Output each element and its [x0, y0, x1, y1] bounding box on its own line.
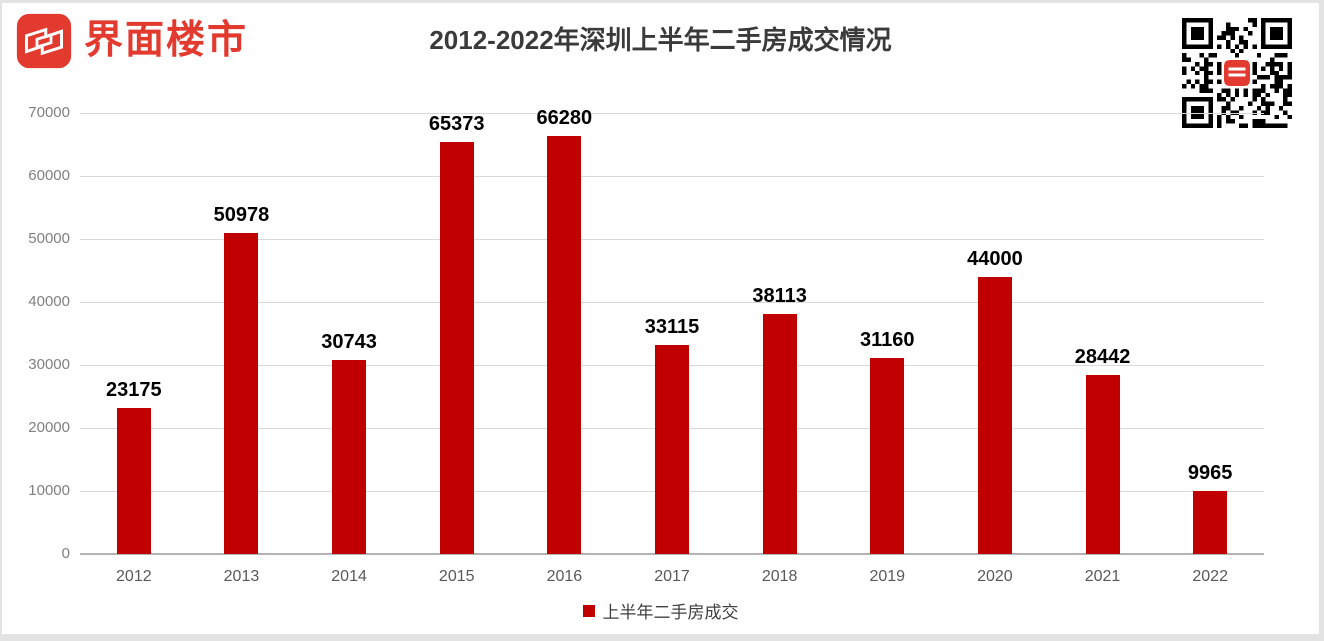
y-tick-label: 0 — [61, 545, 70, 562]
bar-2017 — [655, 345, 689, 554]
bar-value-label: 23175 — [106, 378, 162, 401]
bar-2014 — [332, 360, 367, 554]
bar-2020 — [977, 276, 1012, 554]
bar-chart: 0 10000 20000 30000 40000 50000 60000 70000 2317… — [2, 3, 1319, 634]
bar-2013 — [224, 232, 259, 554]
y-tick-label: 70000 — [28, 104, 70, 121]
x-tick-label: 2016 — [546, 568, 583, 585]
gridline — [80, 175, 1264, 177]
bar-value-label: 65373 — [428, 113, 485, 136]
bar-value-label: 38113 — [752, 284, 807, 307]
legend-swatch — [582, 604, 595, 617]
x-axis-line — [80, 553, 1264, 555]
x-tick-label: 2015 — [438, 568, 475, 585]
x-tick-label: 2017 — [654, 568, 690, 585]
chart-card: 界面楼市 2012-2022年深圳上半年二手房成交情况 0 10000 20000 3… — [2, 3, 1319, 634]
bar-value-label: 33115 — [644, 316, 700, 339]
bar-2016 — [547, 136, 582, 554]
bar-2018 — [762, 313, 797, 554]
jiemian-logo-icon — [16, 13, 72, 69]
y-tick-label: 30000 — [28, 356, 70, 373]
x-tick-label: 2020 — [977, 568, 1013, 585]
brand-logo: 界面楼市 — [16, 12, 248, 70]
y-tick-label: 50000 — [28, 230, 70, 247]
gridline — [80, 301, 1264, 303]
bar-2021 — [1085, 374, 1120, 554]
x-tick-label: 2022 — [1192, 568, 1228, 585]
y-tick-label: 10000 — [28, 482, 70, 499]
gridline — [80, 112, 1264, 114]
y-tick-label: 20000 — [28, 419, 70, 436]
bar-2022 — [1193, 491, 1228, 554]
x-tick-label: 2019 — [869, 568, 906, 585]
legend-label: 上半年二手房成交 — [602, 603, 739, 622]
chart-title: 2012-2022年深圳上半年二手房成交情况 — [429, 25, 892, 55]
brand-name: 界面楼市 — [84, 19, 249, 62]
y-tick-label: 40000 — [28, 293, 70, 310]
bar-value-label: 50978 — [213, 203, 270, 226]
x-tick-label: 2014 — [331, 568, 367, 585]
bar-value-label: 44000 — [967, 247, 1023, 270]
bar-value-label: 9965 — [1187, 462, 1233, 485]
bar-value-label: 30743 — [321, 331, 377, 354]
qr-code — [1182, 18, 1292, 128]
bar-value-label: 66280 — [536, 107, 593, 130]
bar-2019 — [870, 357, 905, 554]
bar-value-label: 31160 — [860, 328, 915, 351]
chart-legend: 上半年二手房成交 — [2, 598, 1319, 623]
gridline — [80, 238, 1264, 240]
bar-2012 — [116, 407, 151, 554]
x-tick-label: 2012 — [116, 568, 152, 585]
x-tick-label: 2021 — [1084, 568, 1121, 585]
bar-2015 — [439, 142, 474, 554]
x-tick-label: 2013 — [223, 568, 260, 585]
y-tick-label: 60000 — [28, 167, 70, 184]
bar-value-label: 28442 — [1074, 345, 1131, 368]
x-tick-label: 2018 — [761, 568, 798, 585]
